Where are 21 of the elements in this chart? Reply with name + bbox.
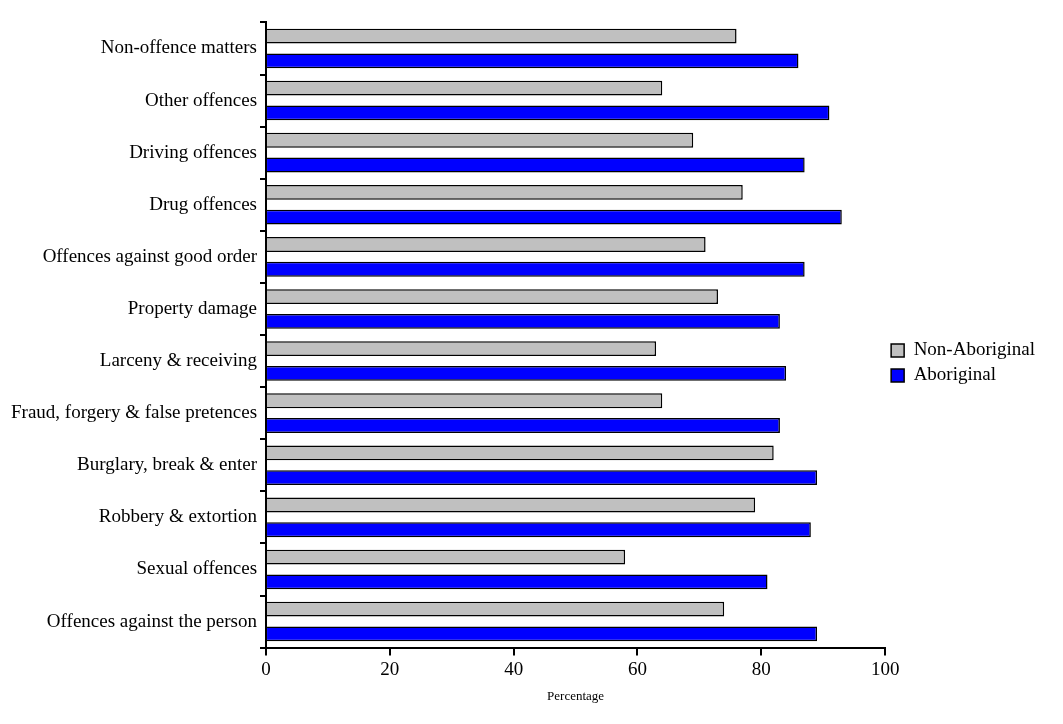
y-tick-label: Drug offences <box>149 192 258 214</box>
y-tick-label: Property damage <box>127 296 258 318</box>
y-tick-label: Offences against good order <box>42 244 258 266</box>
x-axis-title: Percentage <box>547 687 605 703</box>
x-tick-label: 100 <box>870 657 900 679</box>
y-tick-label: Fraud, forgery & false pretences <box>10 401 258 423</box>
x-tick-label: 0 <box>261 657 271 679</box>
y-tick-label: Burglary, break & enter <box>77 453 258 475</box>
x-tick-label: 40 <box>504 657 524 679</box>
y-tick-label: Larceny & receiving <box>99 349 258 371</box>
y-tick-label: Offences against the person <box>46 609 258 631</box>
legend-label: Aboriginal <box>913 363 996 385</box>
x-tick-label: 60 <box>627 657 647 679</box>
legend-label: Non-Aboriginal <box>913 338 1036 360</box>
y-tick-label: Robbery & extortion <box>98 505 258 527</box>
x-tick-label: 80 <box>751 657 771 679</box>
x-tick-label: 20 <box>380 657 400 679</box>
y-tick-label: Non-offence matters <box>100 36 258 58</box>
y-tick-label: Other offences <box>145 88 258 110</box>
y-tick-label: Sexual offences <box>136 557 258 579</box>
y-tick-label: Driving offences <box>129 140 258 162</box>
